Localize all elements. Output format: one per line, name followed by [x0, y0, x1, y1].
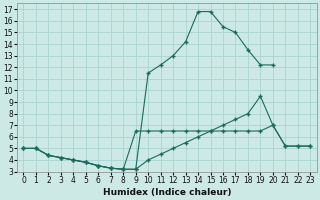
- X-axis label: Humidex (Indice chaleur): Humidex (Indice chaleur): [103, 188, 231, 197]
